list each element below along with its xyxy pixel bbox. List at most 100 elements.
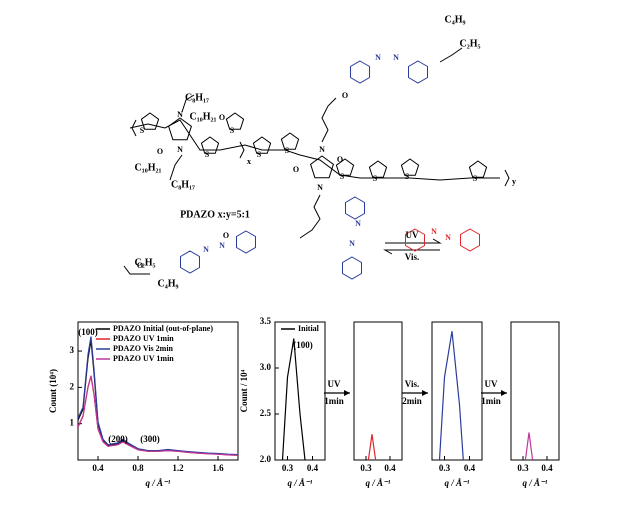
atom-label: O [157,147,163,156]
peak-annotation: (200) [108,434,128,444]
chain-label: C₂H₅ [135,257,156,268]
bracket-right [504,169,510,187]
step-arrowhead [422,390,428,396]
x-tick-label: 0.8 [132,463,144,473]
alkyl-chain [169,154,183,181]
bracket-mid [239,141,245,159]
x-tick-label: 0.3 [360,463,372,473]
benzene-ring [408,60,428,84]
legend-label: Initial [298,324,320,333]
chain-label: C₈H₁₇ [171,179,195,190]
plot-frame [274,321,326,461]
bracket-left [131,119,137,137]
step-arrowhead [501,390,507,396]
chart: 0.3 0.4 2.0 2.5 3.0 3.5 q / Å⁻¹ Count / 10⁴ Init… [239,316,326,488]
step-label: Vis. [405,379,419,389]
molecule: C₄H₉C₂H₅C₈H₁₇C₁₀H₂₁C₁₀H₂₁C₈H₁₇C₂H₅C₄H₉xy… [123,14,516,289]
chain-label: C₁₀H₂₁ [135,162,162,173]
atom-label: O [337,155,343,164]
chart: 0.3 0.4 q / Å⁻¹ UV 1min [481,321,560,488]
alkyl-chain [123,265,150,275]
peak-annotation: (100) [293,340,313,350]
peak-annotation: (300) [140,434,160,444]
legend-label: PDAZO UV 1min [113,354,174,363]
y-tick-label: 3.5 [260,316,272,326]
legend-label: PDAZO UV 1min [113,334,174,343]
atom-label: N [431,227,437,236]
benzene-ring [405,228,425,252]
y-axis-label: Count / 10⁴ [239,369,249,412]
switch-arrow [383,249,440,255]
step-label: 1min [324,396,344,406]
data-line [438,331,464,460]
thiophene-ring [280,132,300,150]
x-axis-label: q / Å⁻¹ [523,478,548,488]
chart: 0.3 0.4 q / Å⁻¹ Vis. 2min [402,321,483,488]
benzene-ring [460,228,480,252]
x-tick-label: 1.2 [172,463,184,473]
chart: 0.4 0.8 1.2 1.6 1 2 3 q / Å⁻¹ Count (10⁴) PDAZO I… [48,321,239,488]
data-line [78,336,238,456]
atom-label: O [223,231,229,240]
y-tick-label: 3.0 [260,362,272,372]
x-tick-label: 0.4 [464,463,476,473]
atom-label: S [405,172,410,181]
data-line [78,375,238,456]
benzene-ring [345,196,365,220]
atom-label: S [473,174,478,183]
benzene-ring [180,250,200,274]
data-line [367,434,377,460]
step-label: UV [485,379,498,389]
chain-label: C₁₀H₂₁ [190,111,217,122]
legend-label: PDAZO Vis 2min [113,344,174,353]
atom-label: O [137,261,143,270]
chain-label: C₂H₅ [460,38,481,49]
atom-label: N [445,233,451,242]
y-tick-label: 3 [70,345,75,355]
repeat-subscript: y [512,177,516,186]
y-axis-label: Count (10⁴) [48,369,58,413]
x-axis-label: q / Å⁻¹ [146,478,171,488]
x-axis-label: q / Å⁻¹ [288,478,313,488]
alkyl-chain [439,47,463,63]
x-tick-label: 1.6 [212,463,224,473]
atom-label: O [342,91,348,100]
atom-label: N [203,245,209,254]
benzene-ring [350,60,370,84]
plot-frame [353,321,403,461]
y-tick-label: 2.5 [260,408,272,418]
switch-backward: Vis. [405,252,419,262]
x-tick-label: 0.3 [439,463,451,473]
y-tick-label: 1 [70,418,75,428]
atom-label: S [230,126,235,135]
atom-label: S [257,150,262,159]
y-tick-label: 2 [70,381,75,391]
atom-label: N [219,241,225,250]
x-tick-label: 0.4 [384,463,396,473]
atom-label: S [340,172,345,181]
atom-label: N [177,145,183,154]
switch-forward: UV [406,230,419,240]
plot-frame [431,321,483,461]
atom-label: N [393,53,399,62]
x-tick-label: 0.4 [92,463,104,473]
polymer-name: PDAZO x:y=5:1 [180,209,250,220]
thiophene-ring [200,136,220,154]
atom-label: S [205,150,210,159]
x-tick-label: 0.4 [307,463,319,473]
repeat-subscript: x [247,157,251,166]
thiophene-ring [225,112,245,130]
atom-label: N [319,145,325,154]
atom-label: S [373,174,378,183]
alkyl-chain [181,94,195,113]
alkyl-chain [299,194,321,239]
chart: 0.3 0.4 q / Å⁻¹ UV 1min [324,321,403,488]
step-label: 2min [402,396,422,406]
step-arrowhead [344,390,350,396]
thiophene-ring [140,112,160,130]
atom-label: S [140,126,145,135]
plot-frame [510,321,560,461]
atom-label: N [349,239,355,248]
step-label: 1min [481,396,501,406]
